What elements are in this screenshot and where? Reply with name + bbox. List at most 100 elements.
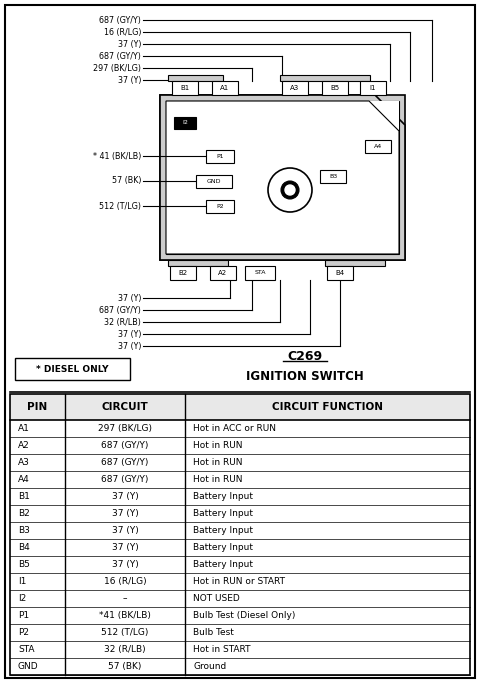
Text: PIN: PIN <box>27 402 48 412</box>
Text: GND: GND <box>18 662 38 671</box>
Text: 32 (R/LB): 32 (R/LB) <box>104 318 141 326</box>
Text: 37 (Y): 37 (Y) <box>112 509 138 518</box>
Text: 57 (BK): 57 (BK) <box>111 176 141 186</box>
Text: Bulb Test: Bulb Test <box>193 628 234 637</box>
Bar <box>206 200 234 213</box>
Text: B5: B5 <box>330 85 339 91</box>
Text: C269: C269 <box>288 350 323 363</box>
Text: 32 (R/LB): 32 (R/LB) <box>104 645 146 654</box>
Text: STA: STA <box>254 270 266 275</box>
Text: 37 (Y): 37 (Y) <box>118 40 141 48</box>
Text: I1: I1 <box>370 85 376 91</box>
Bar <box>322 81 348 95</box>
Text: B2: B2 <box>179 270 188 276</box>
Bar <box>166 101 399 254</box>
Text: 297 (BK/LG): 297 (BK/LG) <box>98 424 152 433</box>
Bar <box>360 81 386 95</box>
Text: Battery Input: Battery Input <box>193 509 253 518</box>
Bar <box>172 81 198 95</box>
Text: A2: A2 <box>218 270 228 276</box>
Text: B2: B2 <box>18 509 30 518</box>
Text: CIRCUIT: CIRCUIT <box>102 402 148 412</box>
Text: –: – <box>123 594 127 603</box>
Bar <box>280 75 370 81</box>
Text: CIRCUIT FUNCTION: CIRCUIT FUNCTION <box>272 402 383 412</box>
Text: 37 (Y): 37 (Y) <box>118 329 141 339</box>
Text: Battery Input: Battery Input <box>193 560 253 569</box>
Bar <box>212 81 238 95</box>
Text: 687 (GY/Y): 687 (GY/Y) <box>101 475 149 484</box>
Text: Bulb Test (Diesel Only): Bulb Test (Diesel Only) <box>193 611 295 620</box>
Text: B4: B4 <box>18 543 30 552</box>
Bar <box>320 170 346 183</box>
Bar <box>168 75 223 81</box>
Text: 687 (GY/Y): 687 (GY/Y) <box>99 16 141 25</box>
Text: 16 (R/LG): 16 (R/LG) <box>104 27 141 36</box>
Text: Hot in RUN: Hot in RUN <box>193 458 242 467</box>
Text: 512 (T/LG): 512 (T/LG) <box>99 201 141 210</box>
Bar <box>327 266 353 280</box>
Text: A1: A1 <box>18 424 30 433</box>
Text: P1: P1 <box>18 611 29 620</box>
Text: 37 (Y): 37 (Y) <box>112 492 138 501</box>
Bar <box>168 260 228 266</box>
Text: NOT USED: NOT USED <box>193 594 240 603</box>
Text: 687 (GY/Y): 687 (GY/Y) <box>99 51 141 61</box>
Text: Hot in RUN: Hot in RUN <box>193 475 242 484</box>
Text: B1: B1 <box>18 492 30 501</box>
Text: Hot in RUN: Hot in RUN <box>193 441 242 450</box>
Text: 37 (Y): 37 (Y) <box>112 526 138 535</box>
Text: P2: P2 <box>216 204 224 209</box>
Text: 37 (Y): 37 (Y) <box>112 543 138 552</box>
Text: B1: B1 <box>180 85 190 91</box>
Text: 37 (Y): 37 (Y) <box>118 342 141 350</box>
Text: A3: A3 <box>18 458 30 467</box>
Text: 687 (GY/Y): 687 (GY/Y) <box>101 458 149 467</box>
Bar <box>282 81 308 95</box>
Text: Battery Input: Battery Input <box>193 543 253 552</box>
Text: GND: GND <box>207 179 221 184</box>
Bar <box>210 266 236 280</box>
Text: * DIESEL ONLY: * DIESEL ONLY <box>36 365 108 374</box>
Text: I1: I1 <box>18 577 26 586</box>
Text: B4: B4 <box>336 270 345 276</box>
Text: 512 (T/LG): 512 (T/LG) <box>101 628 149 637</box>
Text: 297 (BK/LG): 297 (BK/LG) <box>93 64 141 72</box>
Text: IGNITION SWITCH: IGNITION SWITCH <box>246 370 364 382</box>
Circle shape <box>281 181 299 199</box>
Text: 37 (Y): 37 (Y) <box>118 76 141 85</box>
Text: 687 (GY/Y): 687 (GY/Y) <box>101 441 149 450</box>
Text: 37 (Y): 37 (Y) <box>118 294 141 303</box>
Bar <box>15 358 130 380</box>
Text: Hot in START: Hot in START <box>193 645 251 654</box>
Circle shape <box>285 185 295 195</box>
Text: Battery Input: Battery Input <box>193 526 253 535</box>
Text: 16 (R/LG): 16 (R/LG) <box>104 577 146 586</box>
Bar <box>196 175 232 188</box>
Bar <box>206 150 234 163</box>
Text: Hot in RUN or START: Hot in RUN or START <box>193 577 285 586</box>
Text: 37 (Y): 37 (Y) <box>112 560 138 569</box>
Bar <box>10 394 470 675</box>
Bar <box>166 101 399 254</box>
Polygon shape <box>166 101 399 254</box>
Text: Battery Input: Battery Input <box>193 492 253 501</box>
Text: B5: B5 <box>18 560 30 569</box>
Text: A1: A1 <box>220 85 229 91</box>
Bar <box>365 140 391 153</box>
Text: A4: A4 <box>18 475 30 484</box>
Text: I2: I2 <box>182 120 188 126</box>
Bar <box>174 117 196 129</box>
Text: P2: P2 <box>18 628 29 637</box>
Text: B3: B3 <box>329 174 337 179</box>
Text: P1: P1 <box>216 154 224 159</box>
Text: Hot in ACC or RUN: Hot in ACC or RUN <box>193 424 276 433</box>
Text: I2: I2 <box>18 594 26 603</box>
Text: Ground: Ground <box>193 662 226 671</box>
Text: A4: A4 <box>374 144 382 149</box>
Bar <box>325 260 385 266</box>
Text: STA: STA <box>18 645 35 654</box>
Text: 57 (BK): 57 (BK) <box>108 662 142 671</box>
Text: A2: A2 <box>18 441 30 450</box>
Bar <box>10 394 470 420</box>
